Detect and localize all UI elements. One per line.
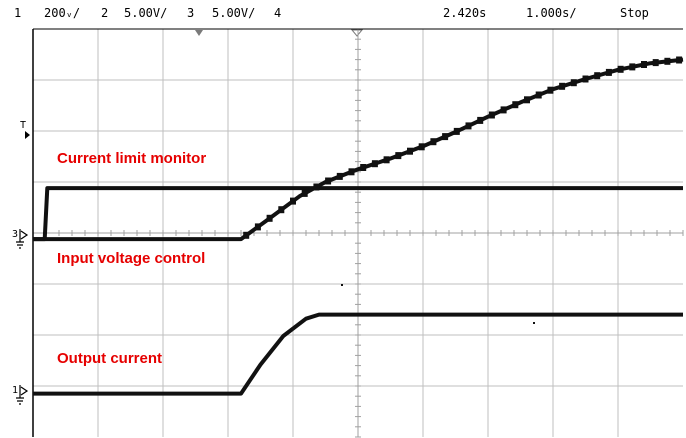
run-state[interactable]: Stop — [620, 6, 649, 20]
sample-step-marker — [477, 116, 484, 124]
sample-step-marker — [243, 231, 250, 239]
sample-step-marker — [442, 133, 449, 141]
noise-dot — [533, 322, 535, 324]
ch4-label[interactable]: 4 — [274, 6, 281, 20]
sample-step-marker — [547, 86, 554, 94]
output-current-trace — [33, 312, 683, 396]
sample-step-marker — [524, 96, 530, 104]
ch3-ground-icon — [16, 229, 29, 249]
input-voltage-control-label: Input voltage control — [57, 250, 205, 267]
sample-step-marker — [641, 61, 647, 68]
sample-step-marker — [664, 57, 671, 65]
ch3-scale[interactable]: 5.00V/ — [212, 6, 255, 20]
ch1-ground-marker: 1 — [12, 385, 18, 396]
sample-step-marker — [570, 79, 577, 87]
trigger-position-arrow — [195, 30, 203, 36]
ch3-ground-marker: 3 — [12, 229, 18, 240]
sample-step-marker — [266, 214, 273, 222]
sample-step-marker — [313, 183, 320, 191]
noise-dot — [341, 284, 343, 286]
sample-step-marker — [594, 72, 601, 80]
sample-step-marker — [336, 172, 343, 180]
sample-step-marker — [465, 122, 472, 130]
sample-step-marker — [605, 68, 612, 76]
ch1-label[interactable]: 1 — [14, 6, 21, 20]
sample-step-marker — [407, 147, 413, 155]
trigger-level-icon — [25, 131, 30, 139]
sample-step-marker — [512, 101, 519, 109]
sample-step-marker — [535, 91, 542, 99]
sample-step-marker — [617, 65, 624, 73]
ch2-scale[interactable]: 5.00V/ — [124, 6, 167, 20]
sample-step-marker — [453, 127, 460, 135]
sample-step-marker — [395, 152, 402, 160]
ch3-label[interactable]: 3 — [187, 6, 194, 20]
current-limit-monitor-label: Current limit monitor — [57, 150, 206, 167]
sample-step-marker — [325, 177, 332, 185]
traces — [33, 56, 684, 396]
sample-step-marker — [278, 206, 285, 214]
ch2-label[interactable]: 2 — [101, 6, 108, 20]
annotations: Current limit monitor Input voltage cont… — [57, 150, 206, 367]
sample-step-marker — [430, 138, 437, 146]
sample-step-marker — [418, 143, 425, 151]
sample-step-marker — [676, 56, 683, 64]
time-reference-marker — [350, 29, 364, 37]
sample-step-marker — [371, 160, 378, 168]
ch1-ground-icon — [16, 385, 29, 405]
sample-step-marker — [500, 106, 507, 114]
sample-step-marker — [348, 168, 355, 176]
sample-step-marker — [290, 197, 296, 205]
sample-step-marker — [582, 75, 589, 83]
sample-step-marker — [652, 59, 659, 67]
trigger-level-marker: T — [20, 120, 26, 131]
ch1-scale[interactable]: 200ᵥ/ — [44, 6, 80, 20]
status-bar: 1 200ᵥ/ 2 5.00V/ 3 5.00V/ 4 2.420s 1.000… — [14, 6, 649, 20]
left-markers: T 3 1 — [12, 120, 30, 405]
sample-step-marker — [301, 189, 308, 197]
sample-step-marker — [629, 63, 636, 71]
output-current-label: Output current — [57, 350, 162, 367]
sample-step-marker — [488, 111, 495, 119]
sample-step-marker — [559, 82, 566, 90]
time-scale[interactable]: 1.000s/ — [526, 6, 577, 20]
sample-step-marker — [383, 156, 390, 164]
sample-step-marker — [360, 164, 367, 171]
graticule — [32, 28, 684, 438]
sample-step-marker — [254, 223, 261, 231]
time-position[interactable]: 2.420s — [443, 6, 486, 20]
